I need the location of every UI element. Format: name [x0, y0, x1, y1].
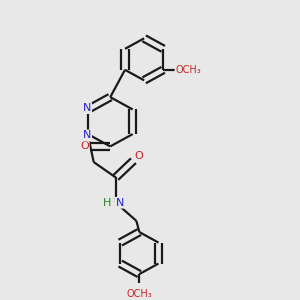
Text: O: O: [134, 151, 143, 161]
Text: H: H: [103, 198, 112, 208]
Text: N: N: [83, 130, 91, 140]
Text: N: N: [83, 103, 91, 113]
Text: O: O: [80, 141, 89, 152]
Text: N: N: [116, 198, 124, 208]
Text: OCH₃: OCH₃: [176, 65, 201, 75]
Text: OCH₃: OCH₃: [127, 289, 152, 299]
